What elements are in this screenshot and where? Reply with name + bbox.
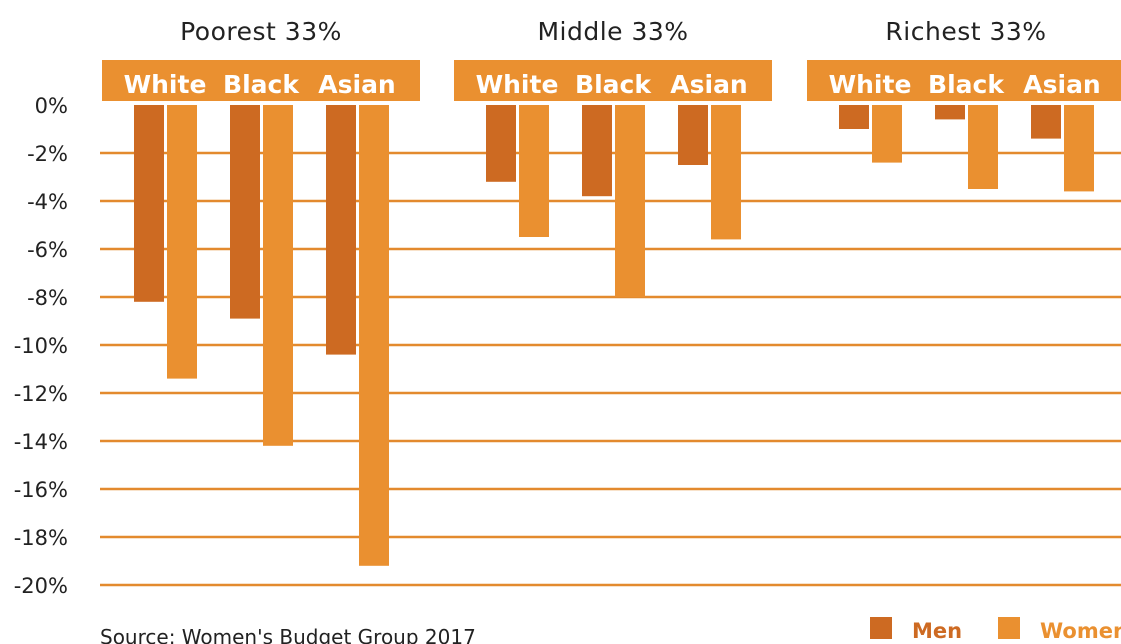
legend-swatch — [998, 617, 1020, 639]
legend-label: Men — [912, 619, 962, 643]
category-header-band — [807, 60, 1121, 101]
y-tick-label: -4% — [27, 190, 68, 214]
legend-swatch — [870, 617, 892, 639]
bar-men — [486, 105, 516, 182]
y-tick-label: -8% — [27, 286, 68, 310]
bar-women — [1064, 105, 1094, 192]
group-title: Middle 33% — [537, 17, 688, 46]
bar-women — [615, 105, 645, 297]
category-header-bars: Poorest 33% White Black Asian Middle 33% Whit… — [102, 17, 1121, 101]
category-label: Black — [575, 70, 652, 99]
bars — [134, 105, 1094, 566]
group-title: Richest 33% — [885, 17, 1046, 46]
bar-men — [326, 105, 356, 355]
category-label: Asian — [318, 70, 395, 99]
legend: Men Women — [870, 617, 1121, 643]
group-title: Poorest 33% — [180, 17, 342, 46]
category-label: White — [829, 70, 912, 99]
y-tick-label: -10% — [14, 334, 68, 358]
bar-men — [582, 105, 612, 197]
bar-men — [839, 105, 869, 129]
bar-women — [167, 105, 197, 379]
bar-women — [872, 105, 902, 163]
bar-men — [1031, 105, 1061, 139]
bar-men — [134, 105, 164, 302]
y-tick-label: -6% — [27, 238, 68, 262]
category-label: Black — [928, 70, 1005, 99]
y-tick-label: -14% — [14, 430, 68, 454]
category-label: Asian — [670, 70, 747, 99]
bar-women — [711, 105, 741, 240]
y-axis-tick-labels: 0% -2% -4% -6% -8% -10% -12% -14% -16% -18% -20% — [14, 94, 68, 598]
bar-men — [230, 105, 260, 319]
bar-men — [678, 105, 708, 165]
bar-women — [263, 105, 293, 446]
legend-label: Women — [1040, 619, 1121, 643]
y-tick-label: -16% — [14, 478, 68, 502]
bar-women — [519, 105, 549, 237]
bar-women — [359, 105, 389, 566]
y-tick-label: -12% — [14, 382, 68, 406]
y-tick-label: 0% — [35, 94, 68, 118]
y-tick-label: -18% — [14, 526, 68, 550]
category-label: Black — [223, 70, 300, 99]
bar-men — [935, 105, 965, 120]
y-tick-label: -2% — [27, 142, 68, 166]
category-header-band — [102, 60, 420, 101]
category-label: White — [124, 70, 207, 99]
bar-women — [968, 105, 998, 189]
category-label: White — [476, 70, 559, 99]
category-header-band — [454, 60, 772, 101]
category-label: Asian — [1023, 70, 1100, 99]
source-note: Source: Women's Budget Group 2017 — [100, 625, 476, 644]
y-tick-label: -20% — [14, 574, 68, 598]
